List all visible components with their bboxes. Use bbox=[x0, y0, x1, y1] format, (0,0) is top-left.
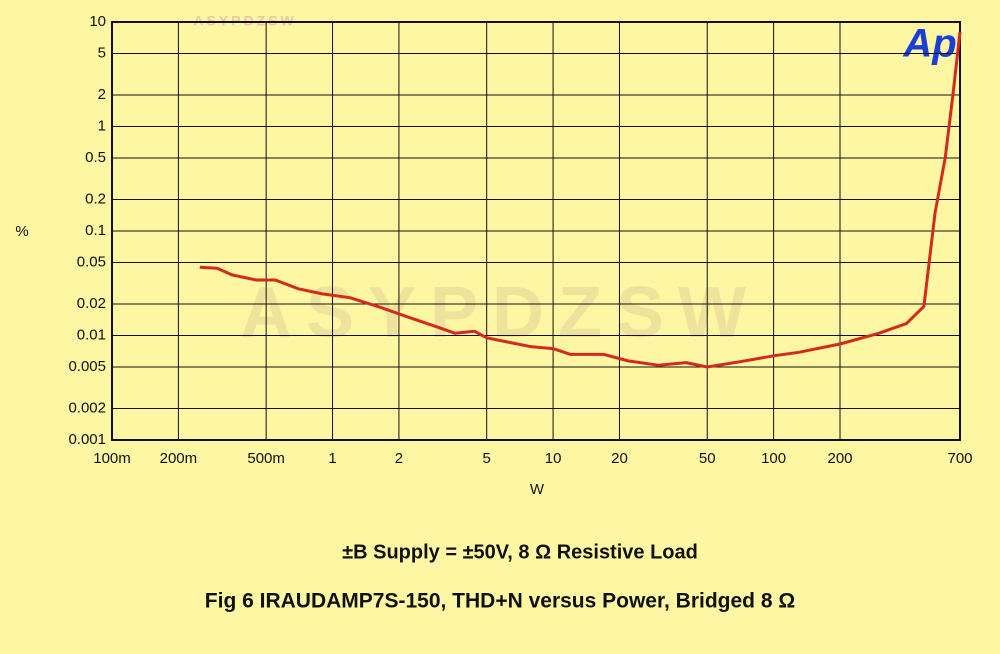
x-tick-label: 100m bbox=[93, 450, 131, 467]
x-tick-label: 100 bbox=[761, 450, 786, 467]
x-tick-label: 1 bbox=[328, 450, 336, 467]
y-tick-label: 0.002 bbox=[68, 400, 106, 417]
y-tick-label: 0.02 bbox=[77, 295, 106, 312]
x-tick-label: 5 bbox=[483, 450, 491, 467]
x-tick-label: 200m bbox=[160, 450, 198, 467]
watermark-small: ASYPDZSW bbox=[193, 13, 296, 29]
y-tick-label: 5 bbox=[98, 44, 106, 61]
x-tick-label: 10 bbox=[545, 450, 562, 467]
x-tick-label: 200 bbox=[827, 450, 852, 467]
x-tick-label: 2 bbox=[395, 450, 403, 467]
x-tick-label: 500m bbox=[247, 450, 285, 467]
y-tick-label: 2 bbox=[98, 86, 106, 103]
y-tick-label: 1 bbox=[98, 117, 106, 134]
x-tick-label: 20 bbox=[611, 450, 628, 467]
logo: Ap bbox=[902, 22, 956, 66]
data-line bbox=[199, 31, 962, 369]
y-axis-label: % bbox=[15, 223, 28, 240]
x-tick-label: 700 bbox=[947, 450, 972, 467]
y-tick-label: 0.5 bbox=[85, 149, 106, 166]
plot-frame bbox=[111, 21, 961, 441]
y-tick-label: 0.01 bbox=[77, 326, 106, 343]
y-tick-label: 0.001 bbox=[68, 431, 106, 448]
y-tick-label: 0.1 bbox=[85, 222, 106, 239]
x-tick-label: 50 bbox=[699, 450, 716, 467]
y-tick-label: 0.05 bbox=[77, 253, 106, 270]
y-tick-label: 0.2 bbox=[85, 191, 106, 208]
x-axis-label: W bbox=[530, 481, 545, 498]
y-tick-label: 0.005 bbox=[68, 358, 106, 375]
y-tick-label: 10 bbox=[89, 13, 106, 30]
chart-title: Fig 6 IRAUDAMP7S-150, THD+N versus Power… bbox=[205, 590, 795, 613]
subtitle: ±B Supply = ±50V, 8 Ω Resistive Load bbox=[342, 541, 698, 563]
